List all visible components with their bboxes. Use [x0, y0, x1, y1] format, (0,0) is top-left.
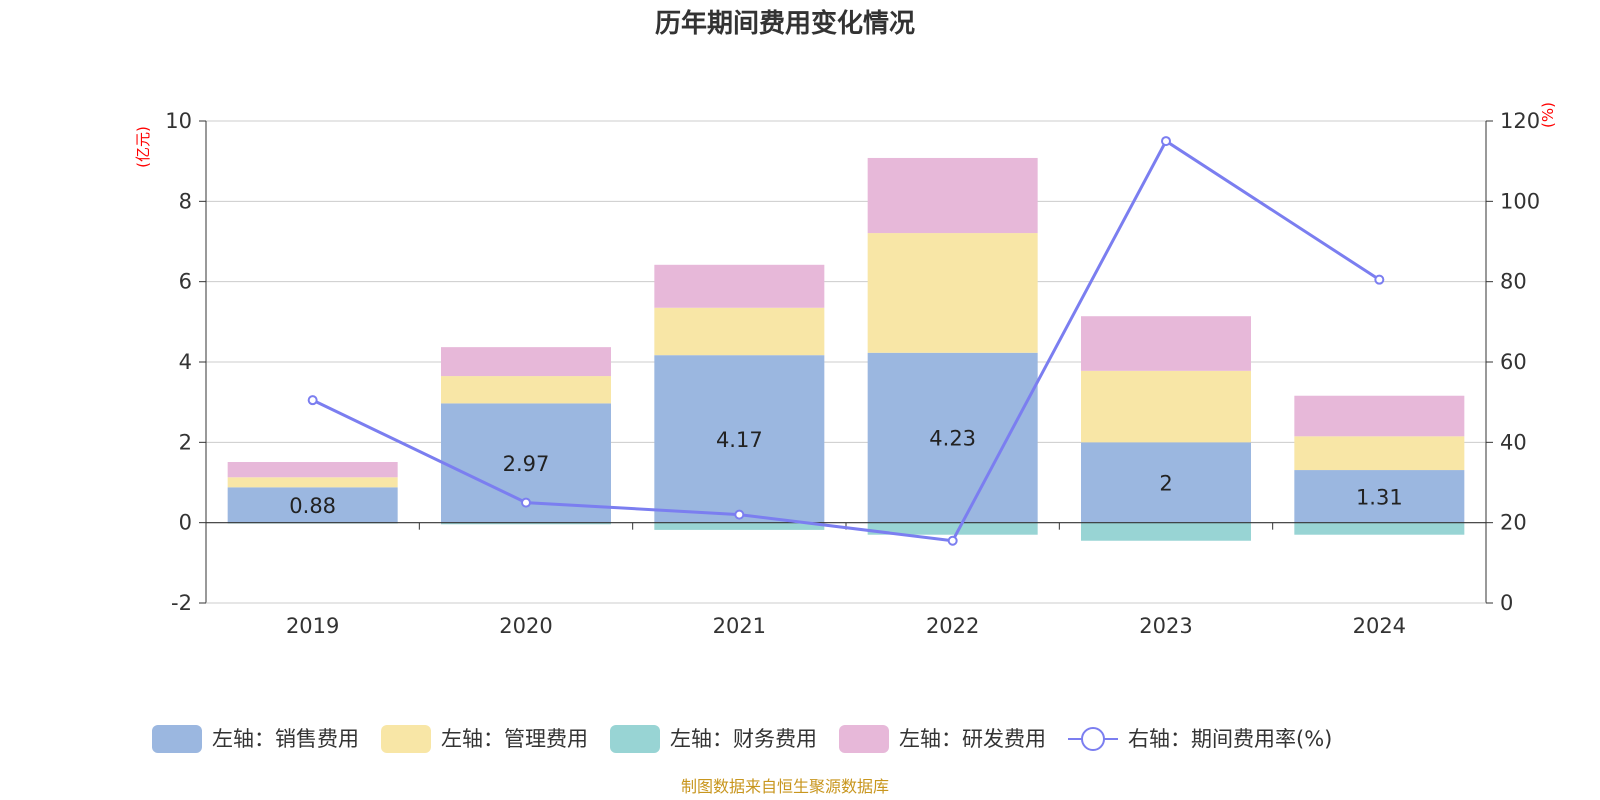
- rate-point: [1161, 136, 1171, 147]
- right-tick-label: 60: [1500, 350, 1527, 374]
- legend-item[interactable]: 左轴：研发费用: [839, 725, 1046, 753]
- bar-value-label: 2: [1159, 472, 1172, 496]
- bars: [227, 157, 1465, 541]
- bar-segment: [1081, 370, 1251, 443]
- legend-item[interactable]: 左轴：管理费用: [381, 725, 588, 753]
- right-tick-label: 120: [1500, 109, 1540, 133]
- right-tick-label: 20: [1500, 511, 1527, 535]
- bar-segment: [441, 522, 611, 525]
- right-tick-label: 100: [1500, 189, 1540, 213]
- left-tick-label: 8: [179, 189, 192, 213]
- bar-segment: [867, 522, 1038, 535]
- x-tick-label: 2022: [926, 614, 979, 638]
- bar-value-label: 4.23: [929, 427, 976, 451]
- x-tick-label: 2020: [499, 614, 552, 638]
- bar-segment: [441, 376, 611, 404]
- legend[interactable]: 左轴：销售费用 左轴：管理费用 左轴：财务费用 左轴：研发费用 右轴：期间费用率(%): [152, 725, 1332, 753]
- bar-segment: [867, 157, 1038, 234]
- legend-swatch: [381, 725, 431, 753]
- source-note: 制图数据来自恒生聚源数据库: [681, 777, 889, 796]
- bar-segment: [1294, 436, 1465, 471]
- bar-segment: [654, 264, 825, 308]
- right-axis-unit: (%): [1539, 102, 1557, 128]
- bar-segment: [1081, 442, 1251, 523]
- bar-segment: [227, 462, 398, 478]
- rate-point: [1374, 274, 1385, 285]
- rate-line-path: [312, 138, 1381, 543]
- left-tick-label: -2: [171, 591, 192, 615]
- legend-marker: [1081, 727, 1105, 751]
- bar-value-label: 2.97: [503, 452, 550, 476]
- left-tick-label: 10: [165, 109, 192, 133]
- bar-segment: [654, 355, 825, 523]
- legend-swatch: [839, 725, 889, 753]
- rate-point: [947, 535, 958, 546]
- data-labels: 0.88 2.97 4.17 4.23 2 1.31: [289, 427, 1402, 518]
- grid: [206, 120, 1486, 604]
- x-tick-label: 2024: [1353, 614, 1406, 638]
- legend-label: 左轴：管理费用: [441, 727, 588, 751]
- right-tick-label: 80: [1500, 270, 1527, 294]
- legend-label: 左轴：销售费用: [212, 727, 359, 751]
- bar-value-label: 0.88: [289, 494, 336, 518]
- rate-point: [307, 395, 318, 406]
- left-tick-label: 0: [179, 511, 192, 535]
- rate-point: [521, 497, 531, 508]
- right-tick-label: 0: [1500, 591, 1513, 615]
- left-tick-label: 2: [179, 430, 192, 454]
- legend-label: 左轴：财务费用: [670, 727, 817, 751]
- bar-segment: [227, 477, 398, 488]
- left-tick-label: 6: [179, 270, 192, 294]
- x-tick-label: 2021: [713, 614, 766, 638]
- bar-segment: [654, 522, 825, 530]
- rate-line: [307, 136, 1385, 546]
- legend-item[interactable]: 右轴：期间费用率(%): [1068, 727, 1332, 751]
- x-tick-label: 2019: [286, 614, 339, 638]
- bar-segment: [867, 233, 1038, 353]
- bar-segment: [1294, 395, 1465, 437]
- left-axis-unit: (亿元): [134, 126, 152, 168]
- legend-label: 右轴：期间费用率(%): [1128, 727, 1332, 751]
- rate-point: [734, 509, 745, 520]
- x-tick-label: 2023: [1139, 614, 1192, 638]
- bar-segment: [1081, 316, 1251, 371]
- bar-segment: [441, 347, 611, 377]
- bar-segment: [227, 487, 398, 523]
- legend-item[interactable]: 左轴：财务费用: [610, 725, 817, 753]
- legend-item[interactable]: 左轴：销售费用: [152, 725, 359, 753]
- bar-segment: [654, 307, 825, 356]
- legend-swatch: [152, 725, 202, 753]
- bar-segment: [1294, 522, 1465, 535]
- bar-segment: [1081, 522, 1251, 541]
- left-tick-label: 4: [179, 350, 192, 374]
- right-tick-label: 40: [1500, 430, 1527, 454]
- legend-swatch: [610, 725, 660, 753]
- bar-value-label: 4.17: [716, 428, 763, 452]
- bar-segment: [1294, 470, 1465, 523]
- bar-value-label: 1.31: [1356, 485, 1403, 509]
- chart-title: 历年期间费用变化情况: [655, 8, 915, 39]
- legend-label: 左轴：研发费用: [899, 727, 1046, 751]
